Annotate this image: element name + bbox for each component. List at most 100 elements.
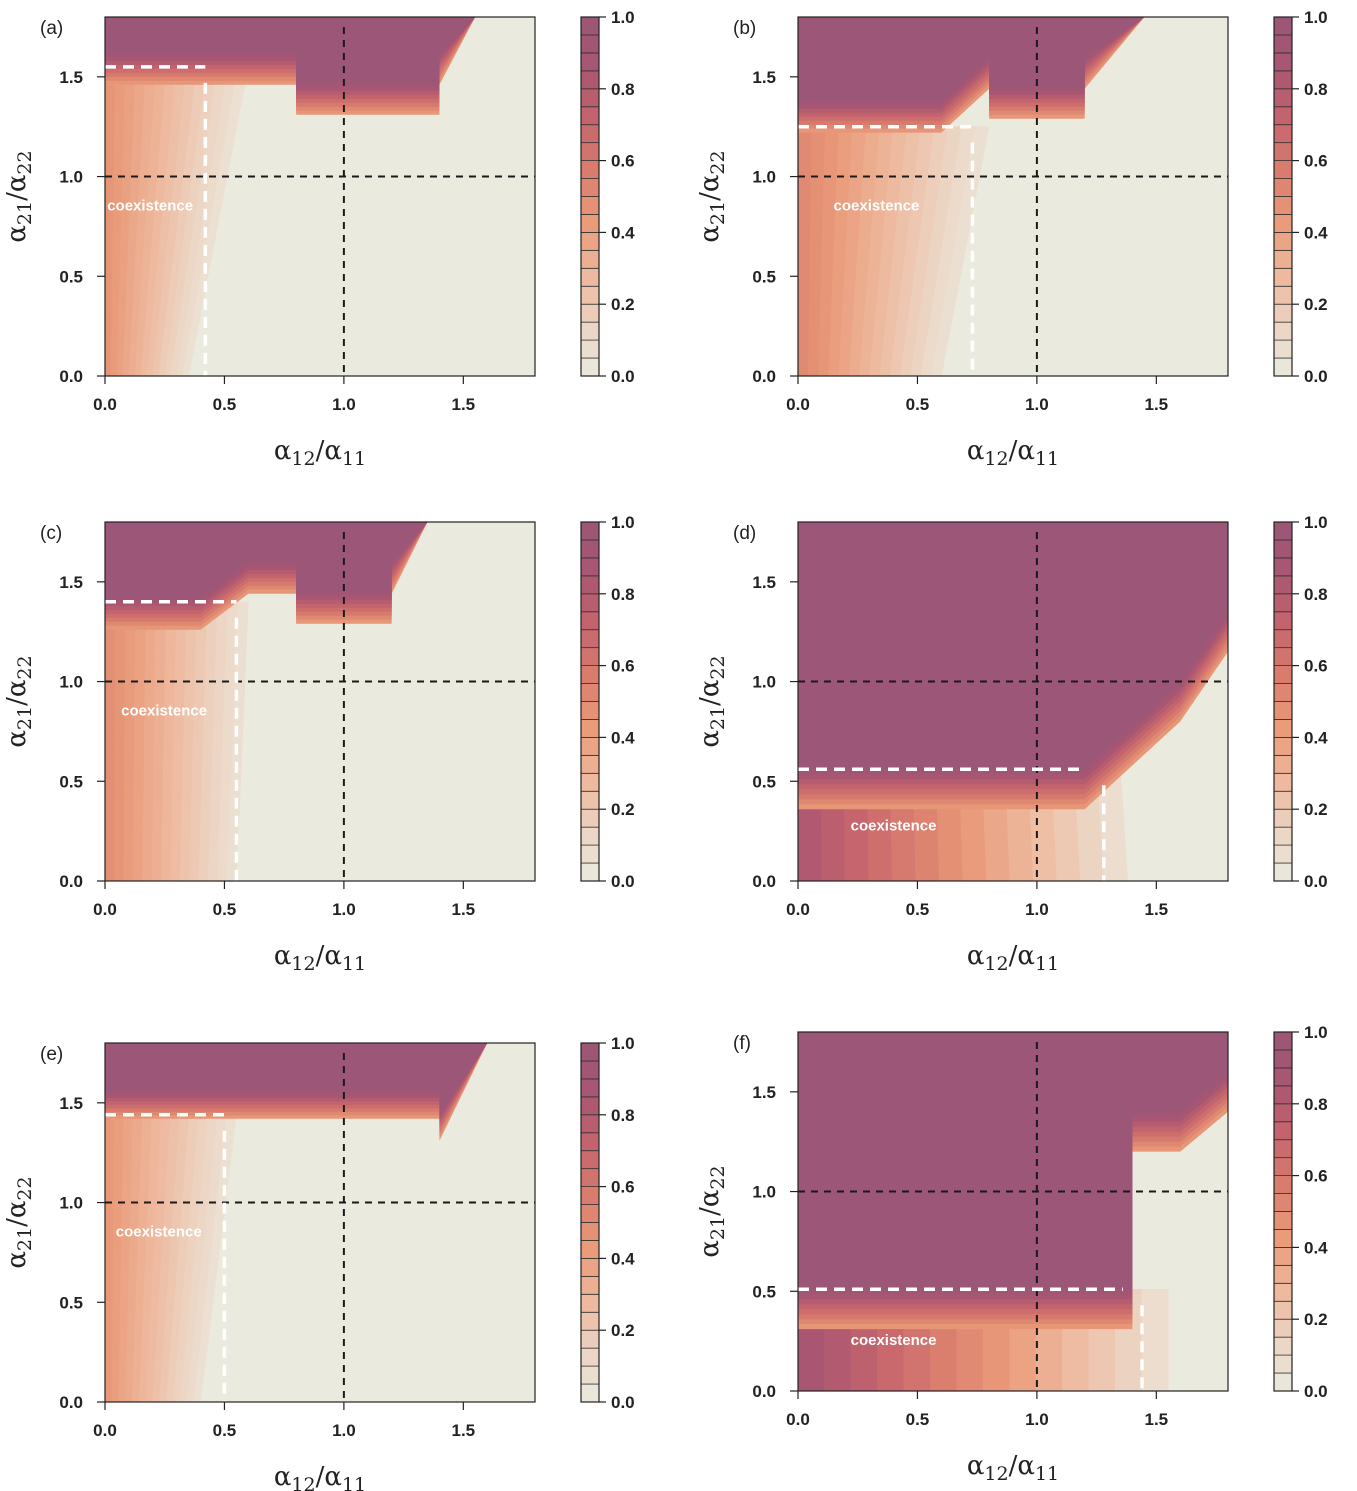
- colorbar-level: [580, 521, 600, 541]
- colorbar-tick-label: 0.2: [611, 800, 635, 819]
- colorbar-level: [580, 106, 600, 126]
- y-tick-label: 1.0: [59, 168, 83, 187]
- colorbar-tick-label: 0.6: [1304, 1167, 1328, 1186]
- chart-panel: coexistence 0.0 0.5 1.0 1.5 0.0 0.5 1.0 1.5 α12/α…: [2, 8, 635, 470]
- colorbar-tick-label: 0.4: [1304, 1238, 1328, 1257]
- colorbar-level: [580, 826, 600, 846]
- coexistence-label: coexistence: [851, 1332, 937, 1349]
- y-tick-label: 1.0: [752, 1183, 776, 1202]
- colorbar-level: [580, 52, 600, 72]
- coexistence-contour-band: [105, 601, 116, 881]
- chart-panel: coexistence 0.0 0.5 1.0 1.5 0.0 0.5 1.0 1.5 α12/α…: [2, 513, 635, 975]
- panel-label: (a): [40, 18, 63, 39]
- colorbar-frame: [1273, 521, 1293, 882]
- colorbar-tick-label: 0.2: [611, 295, 635, 314]
- colorbar-level: [580, 70, 600, 90]
- colorbar-level: [1273, 647, 1293, 667]
- colorbar-level: [580, 1060, 600, 1080]
- plot-area: coexistence: [798, 1032, 1228, 1391]
- colorbar-level: [1273, 754, 1293, 774]
- colorbar-level: [1273, 1247, 1293, 1266]
- colorbar-level: [1273, 1049, 1293, 1069]
- colorbar-level: [580, 142, 600, 161]
- colorbar-level: [580, 1347, 600, 1367]
- colorbar-level: [1273, 862, 1293, 882]
- colorbar-level: [1273, 1175, 1293, 1194]
- colorbar-level: [1273, 1031, 1293, 1051]
- colorbar-level: [1273, 1282, 1293, 1302]
- x-tick-label: 1.0: [332, 900, 356, 919]
- colorbar-frame: [580, 521, 600, 882]
- colorbar-level: [1273, 1067, 1293, 1087]
- colorbar-level: [580, 575, 600, 595]
- colorbar-level: [1273, 772, 1293, 792]
- colorbar-level: [1273, 1085, 1293, 1105]
- colorbar-level: [1273, 683, 1293, 702]
- x-tick-label: 0.5: [213, 395, 237, 414]
- colorbar-level: [580, 683, 600, 702]
- colorbar-level: [580, 339, 600, 359]
- colorbar-level: [580, 539, 600, 559]
- x-tick-label: 1.0: [332, 1421, 356, 1440]
- colorbar-level: [1273, 1193, 1293, 1212]
- colorbar-level: [580, 665, 600, 684]
- colorbar-tick-label: 1.0: [611, 8, 635, 27]
- colorbar-level: [580, 790, 600, 810]
- colorbar-level: [580, 701, 600, 720]
- coexistence-label: coexistence: [121, 702, 207, 719]
- colorbar-tick-label: 1.0: [1304, 513, 1328, 532]
- y-tick-label: 0.5: [752, 772, 776, 791]
- coexistence-contour-band: [226, 601, 249, 881]
- colorbar-tick-label: 0.4: [611, 223, 635, 242]
- colorbar-tick-label: 0.2: [1304, 295, 1328, 314]
- colorbar-level: [1273, 844, 1293, 864]
- colorbar-level: [580, 1186, 600, 1205]
- colorbar-level: [1273, 1157, 1293, 1177]
- y-axis-label: α21/α22: [695, 150, 729, 242]
- colorbar-tick-label: 0.6: [1304, 152, 1328, 171]
- colorbar-level: [580, 249, 600, 269]
- colorbar-tick-label: 0.2: [1304, 800, 1328, 819]
- plot-frame: [797, 1031, 1229, 1392]
- colorbar-level: [580, 1042, 600, 1062]
- colorbar-level: [1273, 539, 1293, 559]
- coexistence-label: coexistence: [834, 197, 920, 214]
- plot-area: coexistence: [798, 17, 1228, 376]
- colorbar-level: [1273, 1336, 1293, 1356]
- y-tick-label: 1.0: [752, 673, 776, 692]
- colorbar-level: [580, 1114, 600, 1134]
- colorbar-tick-label: 0.2: [611, 1321, 635, 1340]
- x-tick-label: 1.5: [1145, 1410, 1169, 1429]
- colorbar-level: [580, 34, 600, 54]
- colorbar-level: [1273, 521, 1293, 541]
- colorbar-level: [580, 772, 600, 792]
- colorbar-frame: [580, 16, 600, 377]
- y-tick-label: 1.5: [59, 68, 83, 87]
- colorbar-level: [1273, 1300, 1293, 1320]
- x-axis-label: α12/α11: [274, 941, 366, 975]
- colorbar-level: [580, 1311, 600, 1331]
- colorbar-tick-label: 0.0: [611, 872, 635, 891]
- colorbar-level: [1273, 249, 1293, 269]
- x-tick-label: 1.5: [452, 395, 476, 414]
- colorbar-tick-label: 0.6: [1304, 657, 1328, 676]
- y-tick-label: 1.0: [752, 168, 776, 187]
- x-tick-label: 1.0: [332, 395, 356, 414]
- colorbar-level: [580, 754, 600, 774]
- colorbar-tick-label: 0.0: [611, 1393, 635, 1412]
- chart-panel: coexistence 0.0 0.5 1.0 1.5 0.0 0.5 1.0 1.5 α12/α…: [695, 513, 1328, 975]
- colorbar-level: [1273, 339, 1293, 359]
- y-axis-label: α21/α22: [2, 150, 36, 242]
- colorbar-level: [580, 737, 600, 756]
- colorbar-level: [1273, 321, 1293, 341]
- colorbar-level: [580, 196, 600, 215]
- colorbar-level: [580, 557, 600, 577]
- x-tick-label: 0.0: [93, 1421, 117, 1440]
- x-tick-label: 0.0: [786, 395, 810, 414]
- colorbar-tick-label: 0.6: [611, 152, 635, 171]
- colorbar-tick-label: 1.0: [1304, 1023, 1328, 1042]
- coexistence-label: coexistence: [851, 818, 937, 835]
- colorbar-level: [1273, 178, 1293, 197]
- colorbar-level: [1273, 575, 1293, 595]
- colorbar-level: [1273, 826, 1293, 846]
